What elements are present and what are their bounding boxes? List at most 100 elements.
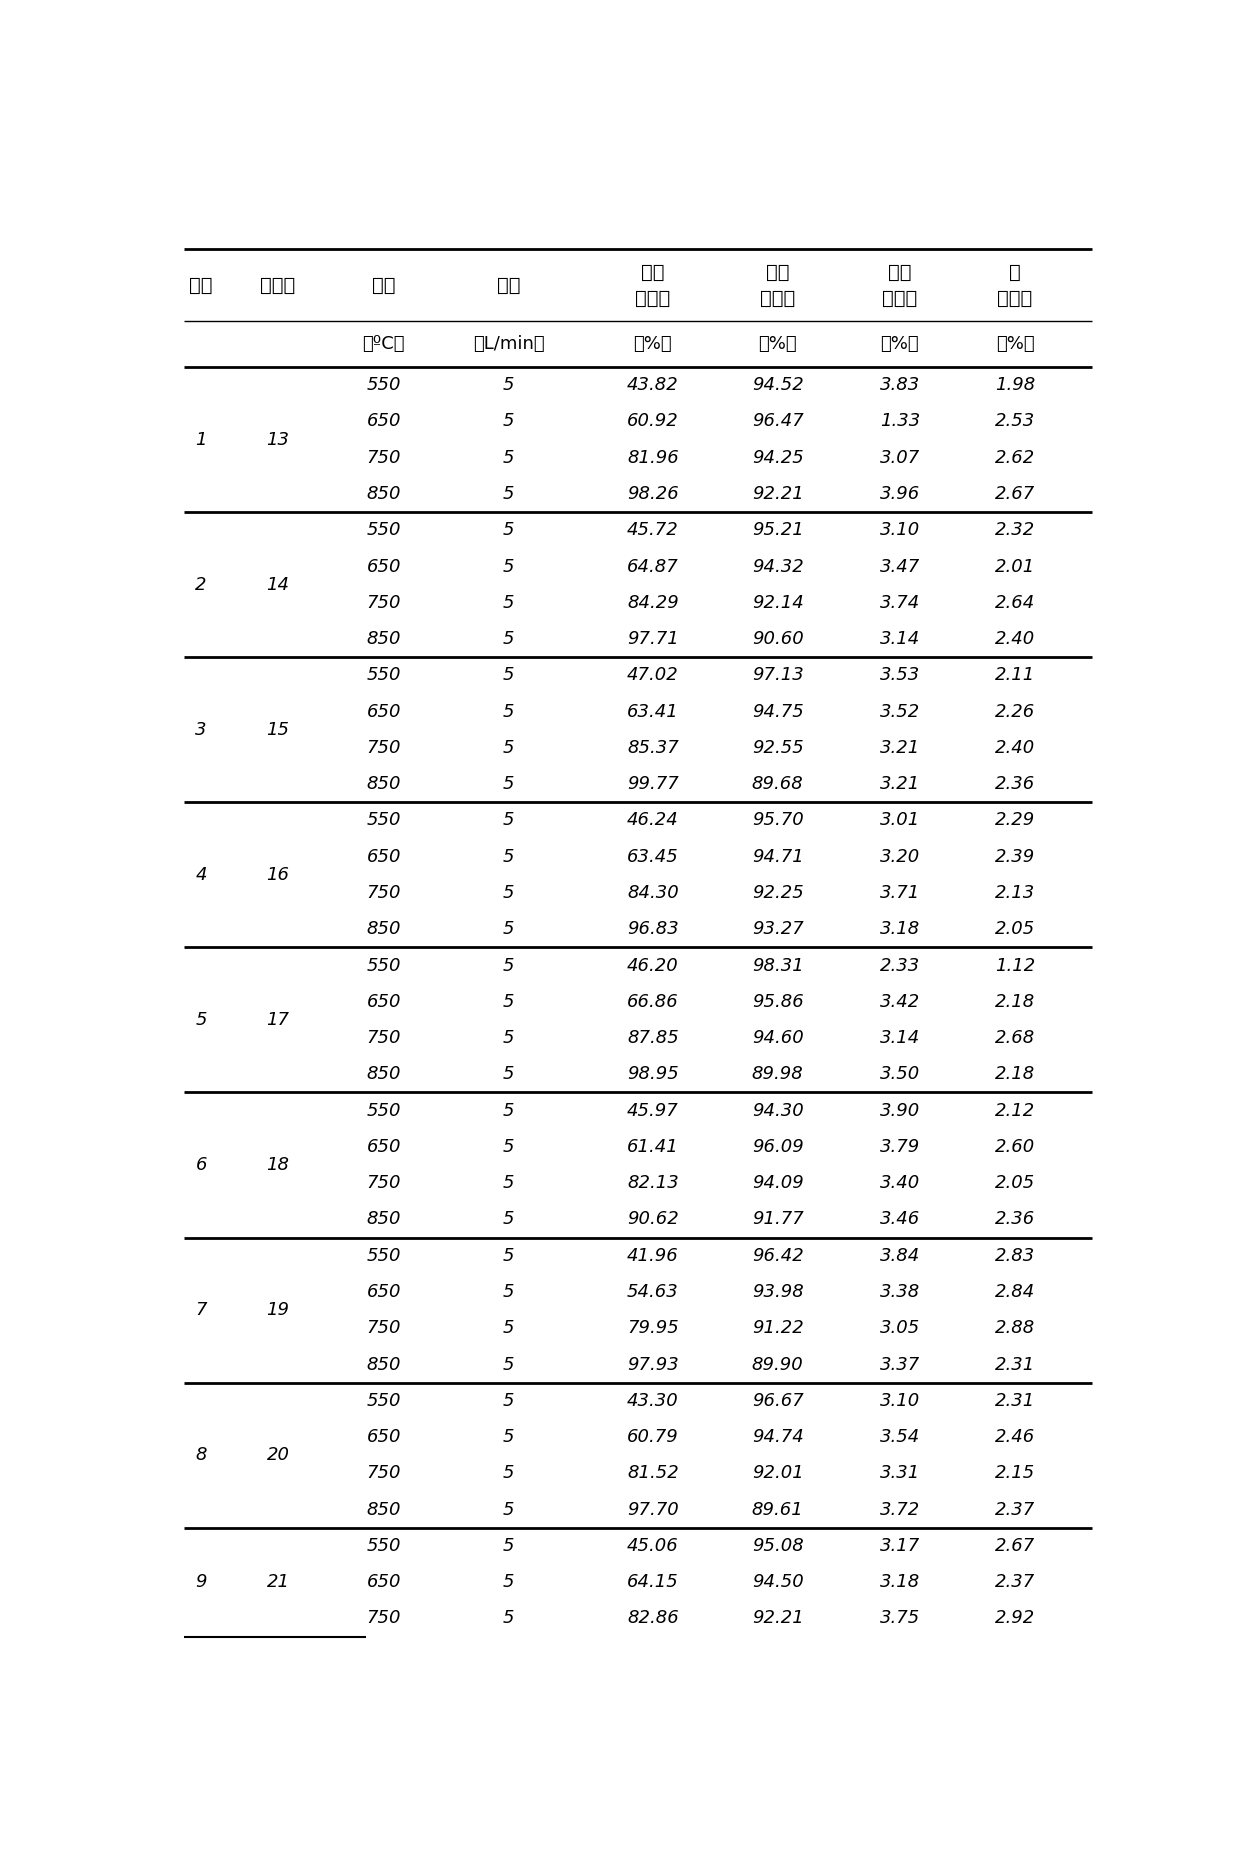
Text: 89.61: 89.61: [751, 1500, 804, 1518]
Text: 2.67: 2.67: [994, 484, 1035, 503]
Text: 5: 5: [503, 1138, 515, 1155]
Text: 1.33: 1.33: [879, 412, 920, 430]
Text: 2.18: 2.18: [994, 993, 1035, 1012]
Text: 63.45: 63.45: [627, 848, 678, 866]
Text: 82.13: 82.13: [627, 1174, 678, 1192]
Text: 5: 5: [503, 775, 515, 794]
Text: 2.31: 2.31: [994, 1392, 1035, 1410]
Text: 99.77: 99.77: [627, 775, 678, 794]
Text: 54.63: 54.63: [627, 1284, 678, 1300]
Text: 2.32: 2.32: [994, 522, 1035, 538]
Text: 2.67: 2.67: [994, 1537, 1035, 1556]
Text: 45.97: 45.97: [627, 1101, 678, 1120]
Text: 750: 750: [367, 1319, 401, 1338]
Text: 2.12: 2.12: [994, 1101, 1035, 1120]
Text: 5: 5: [503, 1284, 515, 1300]
Text: 2.05: 2.05: [994, 1174, 1035, 1192]
Text: 84.30: 84.30: [627, 883, 678, 902]
Text: 5: 5: [503, 376, 515, 395]
Text: 850: 850: [367, 920, 401, 939]
Text: 2.40: 2.40: [994, 630, 1035, 648]
Text: 3.72: 3.72: [879, 1500, 920, 1518]
Text: 18: 18: [267, 1157, 289, 1174]
Text: 3.40: 3.40: [879, 1174, 920, 1192]
Text: 空速: 空速: [497, 276, 521, 294]
Text: 2.39: 2.39: [994, 848, 1035, 866]
Text: 66.86: 66.86: [627, 993, 678, 1012]
Text: 转化率: 转化率: [635, 289, 671, 307]
Text: 97.71: 97.71: [627, 630, 678, 648]
Text: 温度: 温度: [372, 276, 396, 294]
Text: 92.21: 92.21: [751, 1610, 804, 1628]
Text: 750: 750: [367, 1464, 401, 1483]
Text: 苯: 苯: [1009, 263, 1021, 281]
Text: 850: 850: [367, 1211, 401, 1228]
Text: 5: 5: [503, 956, 515, 974]
Text: 94.09: 94.09: [751, 1174, 804, 1192]
Text: 94.25: 94.25: [751, 449, 804, 468]
Text: 64.15: 64.15: [627, 1572, 678, 1591]
Text: 650: 650: [367, 1284, 401, 1300]
Text: 5: 5: [503, 1392, 515, 1410]
Text: 选择性: 选择性: [760, 289, 795, 307]
Text: 45.06: 45.06: [627, 1537, 678, 1556]
Text: 2.11: 2.11: [994, 667, 1035, 684]
Text: 95.08: 95.08: [751, 1537, 804, 1556]
Text: 2.18: 2.18: [994, 1066, 1035, 1082]
Text: 丙烯: 丙烯: [888, 263, 911, 281]
Text: 5: 5: [503, 1066, 515, 1082]
Text: 2.36: 2.36: [994, 775, 1035, 794]
Text: 2.46: 2.46: [994, 1429, 1035, 1446]
Text: 3.07: 3.07: [879, 449, 920, 468]
Text: 5: 5: [503, 1319, 515, 1338]
Text: 89.90: 89.90: [751, 1356, 804, 1373]
Text: 5: 5: [503, 667, 515, 684]
Text: 41.96: 41.96: [627, 1246, 678, 1265]
Text: 3.84: 3.84: [879, 1246, 920, 1265]
Text: 5: 5: [503, 1464, 515, 1483]
Text: 5: 5: [503, 1500, 515, 1518]
Text: 2.60: 2.60: [994, 1138, 1035, 1155]
Text: 750: 750: [367, 883, 401, 902]
Text: 550: 550: [367, 1101, 401, 1120]
Text: 3.46: 3.46: [879, 1211, 920, 1228]
Text: 2.92: 2.92: [994, 1610, 1035, 1628]
Text: 82.86: 82.86: [627, 1610, 678, 1628]
Text: 选择性: 选择性: [882, 289, 918, 307]
Text: 47.02: 47.02: [627, 667, 678, 684]
Text: 5: 5: [503, 993, 515, 1012]
Text: 3.05: 3.05: [879, 1319, 920, 1338]
Text: 89.68: 89.68: [751, 775, 804, 794]
Text: 92.01: 92.01: [751, 1464, 804, 1483]
Text: 550: 550: [367, 376, 401, 395]
Text: 3.17: 3.17: [879, 1537, 920, 1556]
Text: 3.21: 3.21: [879, 775, 920, 794]
Text: 3.42: 3.42: [879, 993, 920, 1012]
Text: 3.38: 3.38: [879, 1284, 920, 1300]
Text: 850: 850: [367, 1356, 401, 1373]
Text: 650: 650: [367, 702, 401, 721]
Text: 2.31: 2.31: [994, 1356, 1035, 1373]
Text: 650: 650: [367, 557, 401, 576]
Text: 96.09: 96.09: [751, 1138, 804, 1155]
Text: 5: 5: [503, 484, 515, 503]
Text: （%）: （%）: [634, 335, 672, 354]
Text: 61.41: 61.41: [627, 1138, 678, 1155]
Text: 2: 2: [196, 576, 207, 594]
Text: 19: 19: [267, 1300, 289, 1319]
Text: 2.68: 2.68: [994, 1028, 1035, 1047]
Text: 3.18: 3.18: [879, 920, 920, 939]
Text: 2.88: 2.88: [994, 1319, 1035, 1338]
Text: （L/min）: （L/min）: [472, 335, 544, 354]
Text: 2.37: 2.37: [994, 1500, 1035, 1518]
Text: 96.67: 96.67: [751, 1392, 804, 1410]
Text: 2.26: 2.26: [994, 702, 1035, 721]
Text: 2.64: 2.64: [994, 594, 1035, 611]
Text: 5: 5: [503, 1211, 515, 1228]
Text: 5: 5: [503, 1537, 515, 1556]
Text: 650: 650: [367, 412, 401, 430]
Text: 3.10: 3.10: [879, 522, 920, 538]
Text: 2.33: 2.33: [879, 956, 920, 974]
Text: 96.83: 96.83: [627, 920, 678, 939]
Text: 550: 550: [367, 1246, 401, 1265]
